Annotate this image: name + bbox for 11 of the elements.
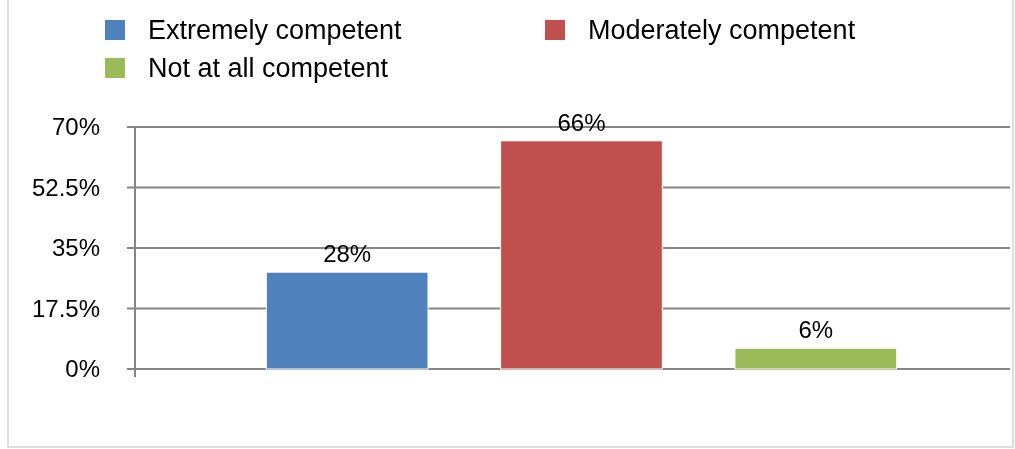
text: 28%	[323, 240, 372, 268]
y-tick-label: 17.5%	[31, 294, 100, 322]
legend-label: Moderately competent	[588, 15, 856, 46]
legend-label: Extremely competent	[148, 15, 403, 46]
y-tick-label: 0%	[65, 355, 100, 383]
legend-label: Not at all competent	[148, 53, 389, 84]
text: 6%	[798, 316, 834, 344]
y-tick-label: 52.5%	[31, 173, 100, 201]
y-tick-label: 35%	[51, 234, 100, 262]
text: 66%	[557, 108, 606, 136]
y-tick-label: 70%	[51, 113, 100, 141]
